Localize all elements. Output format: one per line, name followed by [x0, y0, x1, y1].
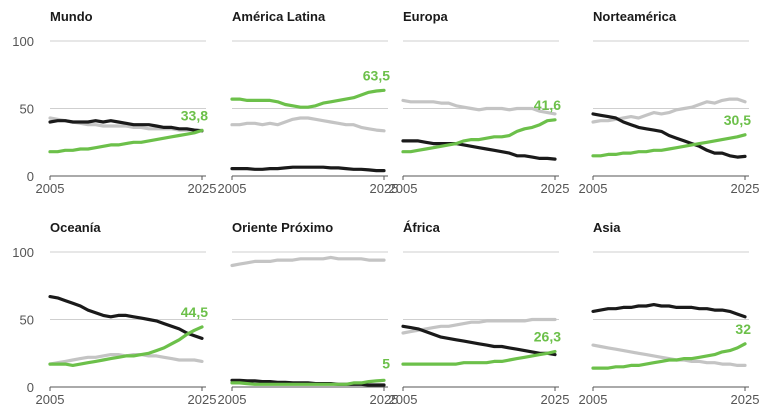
panel-3: Europa 2005 2025 41,6	[389, 9, 570, 196]
panel-title: Oceanía	[50, 220, 101, 235]
y-tick-label: 100	[12, 34, 34, 49]
panel-5: Oceanía 0 50 100 2005 2025 44,5	[12, 220, 216, 407]
annotation-label: 33,8	[181, 107, 208, 123]
series-line-green	[401, 118, 557, 154]
annotation-label: 32	[735, 321, 751, 337]
x-tick-label: 2025	[188, 181, 217, 196]
x-tick-label: 2005	[218, 392, 247, 407]
series-line-green	[230, 378, 386, 386]
x-tick-label: 2005	[36, 392, 65, 407]
series-line-black	[230, 165, 386, 173]
annotation-label: 63,5	[363, 67, 390, 83]
y-tick-label: 0	[27, 169, 34, 184]
panel-2: América Latina 2005 2025 63,5	[218, 9, 399, 196]
series-line-green	[48, 128, 204, 154]
panel-1: Mundo 0 50 100 2005 2025 33,8	[12, 9, 216, 196]
panel-6: Oriente Próximo 2005 2025 5	[218, 220, 399, 407]
y-tick-label: 100	[12, 245, 34, 260]
annotation-label: 30,5	[724, 112, 751, 128]
y-tick-label: 50	[20, 102, 34, 117]
series-line-black	[48, 119, 204, 133]
x-tick-label: 2025	[731, 392, 760, 407]
series-line-green	[230, 88, 386, 109]
panel-title: África	[403, 220, 441, 235]
panel-8: Asia 2005 2025 32	[579, 220, 760, 407]
panel-7: África 2005 2025 26,3	[389, 220, 570, 407]
panel-title: Europa	[403, 9, 449, 24]
series-line-gray	[591, 343, 747, 367]
panel-title: Oriente Próximo	[232, 220, 333, 235]
series-line-gray	[401, 317, 557, 335]
panel-title: Asia	[593, 220, 621, 235]
series-line-black	[591, 112, 747, 159]
y-tick-label: 50	[20, 313, 34, 328]
y-tick-label: 0	[27, 380, 34, 395]
panel-4: Norteamérica 2005 2025 30,5	[579, 9, 760, 196]
series-line-green	[591, 133, 747, 158]
x-tick-label: 2005	[218, 181, 247, 196]
x-tick-label: 2025	[731, 181, 760, 196]
series-line-black	[401, 324, 557, 357]
x-tick-label: 2025	[188, 392, 217, 407]
annotation-label: 26,3	[534, 328, 561, 344]
x-tick-label: 2005	[36, 181, 65, 196]
series-line-green	[591, 342, 747, 370]
x-tick-label: 2025	[541, 181, 570, 196]
x-tick-label: 2005	[579, 181, 608, 196]
panel-title: Mundo	[50, 9, 93, 24]
panel-title: América Latina	[232, 9, 326, 24]
series-line-green	[401, 349, 557, 366]
x-tick-label: 2025	[541, 392, 570, 407]
series-line-green	[48, 325, 204, 367]
annotation-label: 41,6	[534, 97, 561, 113]
series-line-black	[48, 295, 204, 340]
annotation-label: 44,5	[181, 304, 208, 320]
panel-title: Norteamérica	[593, 9, 677, 24]
x-tick-label: 2005	[579, 392, 608, 407]
series-line-gray	[401, 98, 557, 116]
x-tick-label: 2025	[370, 392, 399, 407]
series-line-black	[591, 303, 747, 319]
x-tick-label: 2005	[389, 181, 418, 196]
series-line-gray	[230, 116, 386, 133]
series-line-black	[401, 139, 557, 161]
x-tick-label: 2005	[389, 392, 418, 407]
x-tick-label: 2025	[370, 181, 399, 196]
series-line-gray	[230, 255, 386, 268]
annotation-label: 5	[382, 355, 390, 371]
